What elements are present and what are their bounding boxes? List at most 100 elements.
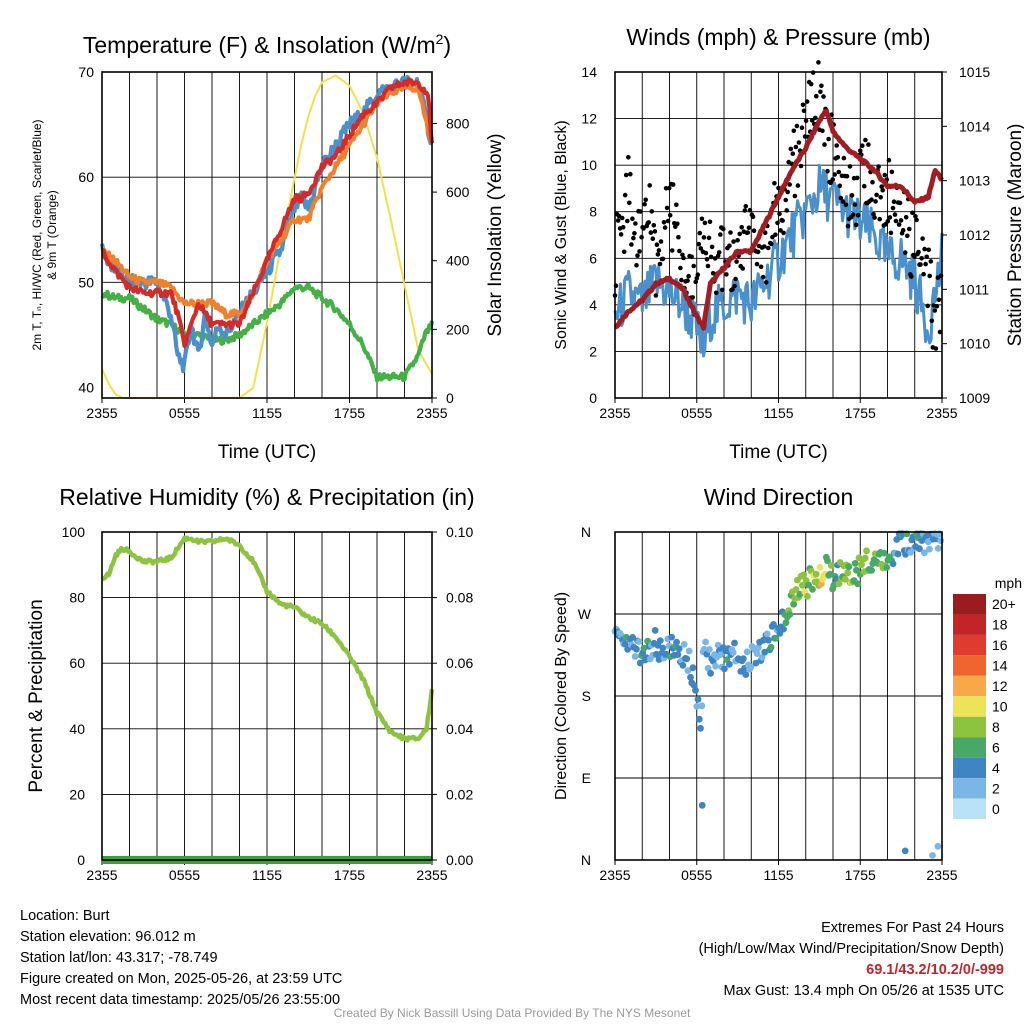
colorbar-label-7: 6 — [992, 739, 1000, 755]
gust-point — [837, 183, 843, 189]
gust-point — [909, 274, 914, 279]
gust-point — [852, 202, 858, 207]
gust-point — [639, 234, 644, 240]
gust-point — [660, 256, 666, 262]
x-tick-label-p1-1: 0555 — [681, 405, 712, 421]
direction-point — [640, 644, 648, 652]
direction-point — [851, 560, 859, 567]
direction-point — [687, 673, 694, 681]
gust-point — [822, 142, 827, 147]
colorbar-label-10: 0 — [992, 801, 1000, 817]
y-tick-label-rh-5: 100 — [62, 524, 86, 540]
x-tick-label-p3-3: 1755 — [845, 867, 876, 883]
gust-point — [927, 273, 932, 279]
y-axis-label-dir: Direction (Colored By Speed) — [553, 592, 570, 800]
gust-point — [695, 272, 701, 278]
x-axis-label-temp: Time (UTC) — [218, 442, 317, 463]
gust-point — [746, 225, 752, 230]
direction-point — [809, 586, 816, 593]
direction-point-outlier — [698, 801, 706, 809]
gust-point — [922, 246, 927, 252]
y2-tick-label-rh-5: 0.10 — [446, 524, 473, 540]
y2-tick-label-temp-2: 400 — [446, 253, 470, 269]
gust-point — [858, 148, 863, 154]
gust-point — [730, 287, 735, 292]
gust-point — [721, 226, 726, 232]
extremes-values: 69.1/43.2/10.2/0/-999 — [866, 962, 1004, 978]
gust-point — [885, 219, 891, 224]
gust-point — [686, 273, 691, 279]
gust-point — [840, 199, 846, 204]
gust-point — [758, 264, 764, 270]
gust-point — [713, 290, 719, 296]
gust-point — [808, 81, 814, 87]
direction-point — [767, 643, 775, 651]
x-tick-label-p1-0: 2355 — [599, 405, 630, 421]
gust-point — [690, 295, 695, 300]
direction-point-outlier — [934, 842, 942, 850]
gust-point — [737, 231, 742, 237]
x-tick-label-p0-3: 1755 — [334, 405, 365, 421]
gust-point — [860, 143, 865, 148]
gust-point — [675, 221, 680, 227]
gust-point — [760, 274, 766, 280]
plot-frame-p3 — [614, 531, 943, 861]
y-tick-label-wind-5: 10 — [581, 157, 597, 173]
gust-point — [783, 197, 788, 203]
gust-point — [891, 199, 897, 204]
direction-point — [684, 667, 692, 674]
direction-point — [868, 567, 875, 574]
max-gust: Max Gust: 13.4 mph On 05/26 at 1535 UTC — [723, 983, 1004, 999]
gust-point — [647, 183, 652, 188]
gust-point — [872, 215, 877, 220]
gust-point — [784, 208, 789, 213]
direction-point — [863, 547, 870, 555]
gust-point — [623, 172, 629, 178]
gust-point — [703, 250, 709, 256]
wind-series-line — [613, 163, 944, 358]
gust-point — [643, 197, 648, 203]
gust-point — [826, 136, 831, 142]
colorbar-label-0: 20+ — [992, 596, 1016, 612]
gust-point — [653, 293, 659, 298]
direction-point — [651, 627, 659, 634]
colorbar-swatch-9 — [953, 778, 986, 799]
gust-point — [932, 308, 938, 313]
gust-point — [632, 231, 637, 236]
gust-point — [870, 179, 875, 185]
direction-point — [799, 581, 806, 589]
pressure-series-line — [613, 108, 944, 331]
gust-point — [772, 181, 777, 186]
gust-point — [626, 155, 631, 160]
gust-point — [664, 205, 670, 211]
direction-point — [656, 637, 664, 644]
colorbar-swatch-6 — [953, 716, 986, 738]
direction-point — [861, 554, 869, 562]
y-axis-label-wind: Sonic Wind & Gust (Blue, Black) — [553, 120, 570, 349]
gust-point — [918, 262, 923, 267]
x-tick-label-p2-3: 1755 — [334, 867, 365, 883]
gust-point — [913, 214, 918, 219]
direction-point — [827, 562, 835, 569]
gust-point — [631, 235, 636, 241]
direction-point — [685, 647, 693, 655]
gust-point — [637, 249, 642, 254]
panel-title-temperature: Temperature (F) & Insolation (W/m2) — [83, 31, 451, 58]
gust-point — [869, 197, 874, 202]
gust-point — [928, 259, 934, 264]
gust-point — [618, 232, 624, 237]
direction-point — [916, 545, 923, 553]
gust-point — [666, 185, 672, 191]
y2-tick-label-rh-0: 0.00 — [446, 852, 473, 868]
gust-point — [787, 182, 792, 187]
y2-tick-label-temp-4: 800 — [446, 115, 470, 131]
gust-point — [702, 220, 708, 226]
extremes-heading: Extremes For Past 24 Hours — [821, 920, 1004, 936]
y2-tick-label-wind-6: 1015 — [959, 64, 990, 80]
gust-point — [739, 225, 744, 230]
gust-point — [896, 222, 902, 227]
gust-point — [892, 212, 898, 217]
gust-point — [733, 276, 738, 282]
gust-point — [835, 155, 841, 160]
gust-point — [799, 125, 805, 130]
